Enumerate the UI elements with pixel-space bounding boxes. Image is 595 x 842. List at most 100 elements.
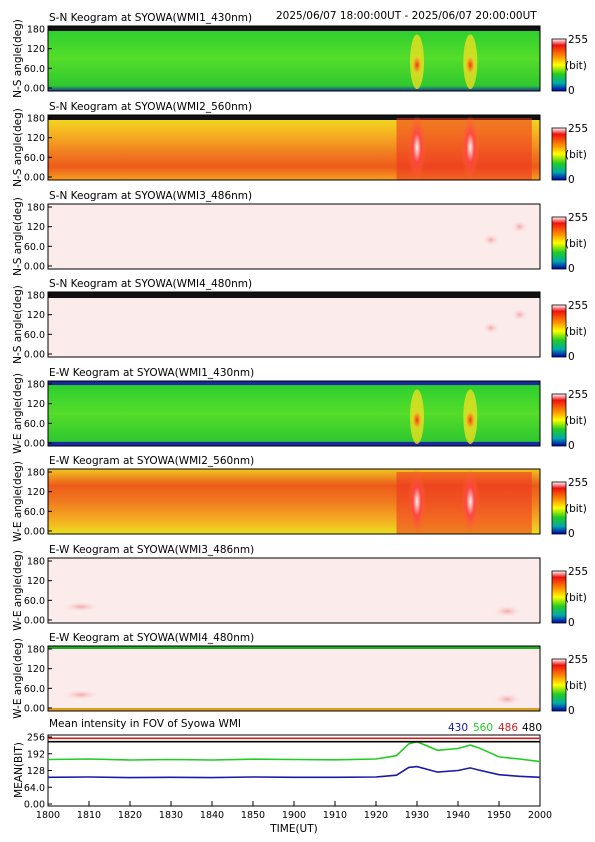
colorbar xyxy=(551,658,567,712)
x-tick-label: 1940 xyxy=(446,810,470,821)
panel-title: S-N Keogram at SYOWA(WMI3_486nm) xyxy=(49,190,252,202)
panel-frame xyxy=(47,291,541,358)
colorbar xyxy=(551,216,567,270)
y-tick-label: 60.0 xyxy=(24,64,45,75)
y-tick-label: 60.0 xyxy=(24,684,45,695)
colorbar-unit: (bit) xyxy=(565,326,587,338)
keogram-image xyxy=(48,292,540,357)
keogram-image xyxy=(48,26,540,91)
colorbar-unit: (bit) xyxy=(565,680,587,692)
colorbar-unit: (bit) xyxy=(565,592,587,604)
edge-band xyxy=(48,442,540,446)
time-axis: 1800 1810 1820 1830 1840 1850 1900 1910 1920 1930… xyxy=(36,801,552,821)
colorbar-min: 0 xyxy=(568,174,575,186)
faint-feature xyxy=(482,321,499,334)
colorbar xyxy=(551,481,567,535)
colorbar xyxy=(551,570,567,624)
colorbar-max: 255 xyxy=(568,477,588,489)
keogram-panel-8: E-W Keogram at SYOWA(WMI4_480nm) 180 120 60… xyxy=(12,632,588,719)
y-tick-label: 0.00 xyxy=(24,616,45,627)
colorbar-max: 255 xyxy=(568,654,588,666)
header-time-range: 2025/06/07 18:00:00UT - 2025/06/07 20:00… xyxy=(276,10,537,22)
colorbar-min: 0 xyxy=(568,263,575,275)
y-tick-label: 120 xyxy=(27,664,45,675)
panel-title: S-N Keogram at SYOWA(WMI1_430nm) xyxy=(49,12,252,24)
panel-frame xyxy=(47,380,541,447)
edge-band xyxy=(48,381,540,385)
y-tick-label: 60.0 xyxy=(24,419,45,430)
keogram-image xyxy=(48,204,540,269)
y-tick-label: 180 xyxy=(27,291,45,302)
keogram-image xyxy=(48,381,540,446)
panel-title: E-W Keogram at SYOWA(WMI3_486nm) xyxy=(49,544,254,556)
colorbar-max: 255 xyxy=(568,34,588,46)
colorbar-min: 0 xyxy=(568,705,575,717)
keogram-panel-5: E-W Keogram at SYOWA(WMI1_430nm) 180 120 60… xyxy=(12,367,588,454)
aurora-core xyxy=(465,410,476,430)
colorbar-min: 0 xyxy=(568,617,575,629)
y-tick-label: 180 xyxy=(27,468,45,479)
y-tick-label: 120 xyxy=(27,44,45,55)
panel-frame xyxy=(47,468,541,535)
panel-ylabel: W-E angle(deg) xyxy=(12,550,24,631)
panel-frame xyxy=(47,645,541,712)
y-tick-label: 60.0 xyxy=(24,596,45,607)
keogram-panel-4: S-N Keogram at SYOWA(WMI4_480nm) 180 120 60… xyxy=(12,278,588,364)
keogram-panels: S-N Keogram at SYOWA(WMI1_430nm) 180 120 60… xyxy=(12,12,588,719)
colorbar-max: 255 xyxy=(568,566,588,578)
faint-feature xyxy=(62,601,99,612)
y-tick-label: 0.00 xyxy=(24,173,45,184)
panel-frame xyxy=(47,557,541,624)
colorbar-unit: (bit) xyxy=(565,238,587,250)
panel-title: E-W Keogram at SYOWA(WMI4_480nm) xyxy=(49,632,254,644)
y-tick-label: 120 xyxy=(27,222,45,233)
colorbar-max: 255 xyxy=(568,212,588,224)
series-line-430 xyxy=(47,765,541,779)
panel-ylabel: W-E angle(deg) xyxy=(12,638,24,719)
aurora-core xyxy=(461,469,480,534)
y-tick-label: 0.00 xyxy=(24,527,45,538)
x-axis-label: TIME(UT) xyxy=(269,823,318,835)
keogram-panel-6: E-W Keogram at SYOWA(WMI2_560nm) 180 120 60… xyxy=(12,455,588,542)
panel-title: S-N Keogram at SYOWA(WMI4_480nm) xyxy=(49,278,252,290)
y-tick-label: 180 xyxy=(27,557,45,568)
panel-ylabel: N-S angle(deg) xyxy=(12,108,24,187)
keogram-panel-3: S-N Keogram at SYOWA(WMI3_486nm) 180 120 60… xyxy=(12,190,588,276)
legend-486: 486 xyxy=(498,722,518,734)
y-tick-label: 180 xyxy=(27,203,45,214)
mean-y-tick-label: 128 xyxy=(27,766,45,777)
x-tick-label: 1800 xyxy=(36,810,60,821)
edge-band xyxy=(48,646,540,649)
panel-title: E-W Keogram at SYOWA(WMI2_560nm) xyxy=(49,455,254,467)
colorbar-min: 0 xyxy=(568,351,575,363)
panel-ylabel: N-S angle(deg) xyxy=(12,19,24,98)
keogram-image xyxy=(48,646,540,711)
panel-ylabel: N-S angle(deg) xyxy=(12,197,24,276)
panel-title: E-W Keogram at SYOWA(WMI1_430nm) xyxy=(49,367,254,379)
mean-y-tick-label: 256 xyxy=(27,733,45,744)
y-tick-label: 0.00 xyxy=(24,439,45,450)
y-tick-label: 60.0 xyxy=(24,153,45,164)
mean-yticks: 256 192 128 64.0 0.00 xyxy=(24,733,52,811)
x-tick-label: 1820 xyxy=(118,810,142,821)
keogram-panel-7: E-W Keogram at SYOWA(WMI3_486nm) 180 120 60… xyxy=(12,544,588,631)
y-tick-label: 180 xyxy=(27,25,45,36)
y-tick-label: 120 xyxy=(27,487,45,498)
faint-feature xyxy=(62,689,99,700)
mean-panel-title: Mean intensity in FOV of Syowa WMI xyxy=(49,718,241,730)
y-tick-label: 180 xyxy=(27,114,45,125)
legend-430: 430 xyxy=(448,722,468,734)
colorbar-min: 0 xyxy=(568,85,575,97)
y-tick-label: 0.00 xyxy=(24,704,45,715)
x-tick-label: 1920 xyxy=(364,810,388,821)
mask-band xyxy=(48,292,540,298)
y-tick-label: 120 xyxy=(27,133,45,144)
colorbar-unit: (bit) xyxy=(565,503,587,515)
aurora-core xyxy=(408,469,426,534)
aurora-core xyxy=(412,55,422,75)
panel-frame xyxy=(47,203,541,270)
legend-480: 480 xyxy=(522,722,542,734)
y-tick-label: 180 xyxy=(27,645,45,656)
colorbar xyxy=(551,38,567,92)
